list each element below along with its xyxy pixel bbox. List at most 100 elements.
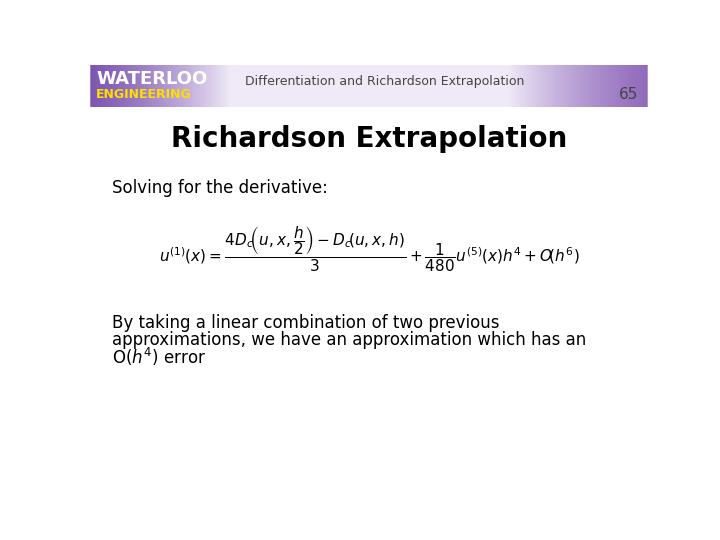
- Bar: [118, 65, 120, 107]
- Bar: [164, 65, 167, 107]
- Bar: [552, 65, 554, 107]
- Bar: [120, 65, 122, 107]
- Bar: [179, 65, 182, 107]
- Bar: [217, 65, 219, 107]
- Bar: [127, 65, 130, 107]
- Bar: [111, 65, 113, 107]
- Bar: [531, 65, 533, 107]
- Bar: [519, 65, 521, 107]
- Text: 65: 65: [619, 86, 639, 102]
- Bar: [624, 65, 626, 107]
- Bar: [228, 65, 230, 107]
- Bar: [568, 65, 570, 107]
- Bar: [528, 65, 531, 107]
- Bar: [94, 65, 97, 107]
- Bar: [128, 65, 131, 107]
- Bar: [508, 65, 510, 107]
- Bar: [191, 65, 194, 107]
- Bar: [228, 65, 230, 107]
- Bar: [137, 65, 139, 107]
- Bar: [101, 65, 103, 107]
- Bar: [646, 65, 648, 107]
- Bar: [559, 65, 561, 107]
- Bar: [582, 65, 584, 107]
- Bar: [593, 65, 595, 107]
- Bar: [514, 65, 517, 107]
- Bar: [99, 65, 102, 107]
- Bar: [103, 65, 105, 107]
- Bar: [203, 65, 205, 107]
- Text: Richardson Extrapolation: Richardson Extrapolation: [171, 125, 567, 153]
- Bar: [196, 65, 198, 107]
- Bar: [167, 65, 169, 107]
- Bar: [179, 65, 181, 107]
- Bar: [575, 65, 577, 107]
- Bar: [140, 65, 143, 107]
- Bar: [584, 65, 586, 107]
- Bar: [549, 65, 552, 107]
- Bar: [92, 65, 94, 107]
- Bar: [567, 65, 569, 107]
- Bar: [215, 65, 218, 107]
- Bar: [222, 65, 225, 107]
- Bar: [611, 65, 613, 107]
- Bar: [599, 65, 601, 107]
- Bar: [550, 65, 553, 107]
- Bar: [629, 65, 631, 107]
- Bar: [539, 65, 541, 107]
- Bar: [107, 65, 109, 107]
- Bar: [625, 65, 627, 107]
- Bar: [612, 65, 614, 107]
- Bar: [513, 65, 516, 107]
- Bar: [569, 65, 571, 107]
- Bar: [150, 65, 153, 107]
- Text: Differentiation and Richardson Extrapolation: Differentiation and Richardson Extrapola…: [245, 75, 524, 88]
- Bar: [637, 65, 640, 107]
- Bar: [147, 65, 149, 107]
- Bar: [117, 65, 119, 107]
- Bar: [613, 65, 616, 107]
- Bar: [209, 65, 211, 107]
- Bar: [607, 65, 610, 107]
- Bar: [145, 65, 147, 107]
- Bar: [580, 65, 583, 107]
- Bar: [608, 65, 611, 107]
- Bar: [561, 65, 563, 107]
- Bar: [640, 65, 642, 107]
- Bar: [163, 65, 166, 107]
- Bar: [576, 65, 578, 107]
- Bar: [639, 65, 641, 107]
- Bar: [169, 65, 171, 107]
- Bar: [204, 65, 206, 107]
- Bar: [133, 65, 135, 107]
- Bar: [541, 65, 544, 107]
- Bar: [138, 65, 140, 107]
- Bar: [220, 65, 222, 107]
- Bar: [148, 65, 150, 107]
- Bar: [588, 65, 590, 107]
- Bar: [586, 65, 589, 107]
- Bar: [591, 65, 593, 107]
- Bar: [626, 65, 629, 107]
- Bar: [90, 65, 648, 107]
- Bar: [544, 65, 546, 107]
- Bar: [156, 65, 158, 107]
- Bar: [158, 65, 160, 107]
- Bar: [177, 65, 179, 107]
- Text: By taking a linear combination of two previous: By taking a linear combination of two pr…: [112, 314, 499, 332]
- Bar: [183, 65, 185, 107]
- Bar: [212, 65, 215, 107]
- Bar: [644, 65, 647, 107]
- Bar: [90, 65, 92, 107]
- Bar: [538, 65, 540, 107]
- Bar: [190, 65, 192, 107]
- Bar: [525, 65, 527, 107]
- Bar: [533, 65, 535, 107]
- Bar: [116, 65, 118, 107]
- Bar: [200, 65, 203, 107]
- Bar: [135, 65, 138, 107]
- Bar: [540, 65, 542, 107]
- Bar: [564, 65, 567, 107]
- Text: O($\it{h}^4$) error: O($\it{h}^4$) error: [112, 346, 206, 368]
- Bar: [102, 65, 104, 107]
